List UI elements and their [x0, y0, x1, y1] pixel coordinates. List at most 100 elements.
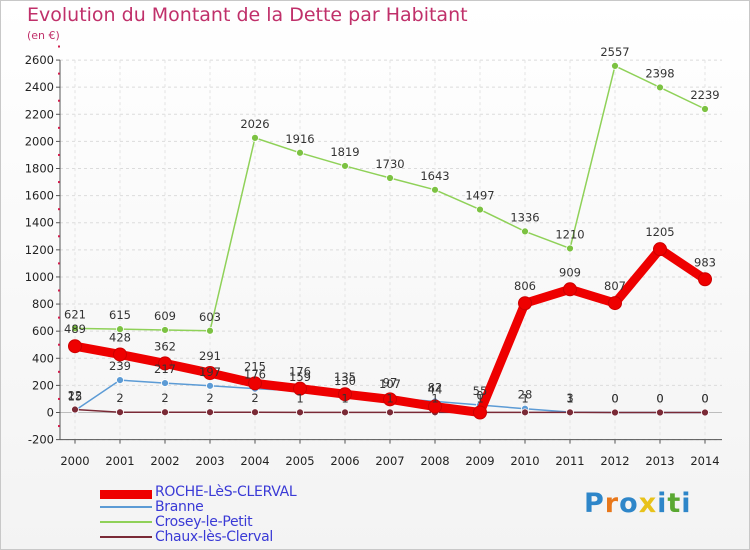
- data-label: 82: [428, 380, 443, 394]
- data-point-3: [386, 408, 394, 417]
- data-label: 197: [199, 365, 221, 379]
- data-point-2: [296, 148, 304, 157]
- y-tick-label: 0: [47, 406, 54, 420]
- chart-subtitle: (en €): [27, 29, 60, 42]
- legend-label-branne: Branne: [155, 499, 204, 515]
- x-tick-label: 2007: [375, 454, 404, 468]
- proxiti-logo: Proxiti: [584, 488, 692, 519]
- data-point-0: [293, 381, 307, 396]
- x-tick-label: 2008: [420, 454, 449, 468]
- data-point-3: [251, 408, 259, 417]
- y-minor-tick: [58, 262, 60, 265]
- data-label: 176: [244, 368, 266, 382]
- legend-swatch-crosey: [100, 521, 152, 523]
- data-label: 130: [334, 374, 356, 388]
- logo-letter: P: [584, 488, 605, 519]
- data-label: 1210: [555, 227, 584, 241]
- data-label: 2: [161, 391, 168, 405]
- series-lines: [68, 61, 712, 420]
- y-tick-label: 1800: [25, 162, 54, 176]
- data-label: 1497: [465, 189, 494, 203]
- data-label: 1643: [420, 169, 449, 183]
- data-label: 0: [611, 392, 618, 406]
- data-point-0: [68, 339, 82, 354]
- y-tick-label: 400: [32, 351, 54, 365]
- y-tick-label: 800: [32, 297, 54, 311]
- x-tick-label: 2014: [690, 454, 719, 468]
- y-minor-tick: [58, 425, 60, 428]
- legend-label-chaux: Chaux-lès-Clerval: [155, 529, 273, 545]
- x-tick-label: 2012: [600, 454, 629, 468]
- data-label: 1916: [285, 132, 314, 146]
- data-point-2: [386, 174, 394, 182]
- x-tick-label: 2006: [330, 454, 359, 468]
- data-point-3: [341, 408, 349, 417]
- data-point-0: [203, 366, 217, 381]
- data-label: 1: [566, 391, 573, 405]
- data-point-3: [71, 405, 79, 414]
- data-point-0: [338, 387, 352, 402]
- data-point-2: [701, 105, 709, 113]
- y-tick-label: 1400: [25, 216, 54, 230]
- data-label: 1: [476, 391, 483, 405]
- data-point-2: [161, 326, 169, 334]
- y-tick-label: 2400: [25, 80, 54, 94]
- data-label: 1: [296, 391, 303, 405]
- legend-swatch-branne: [100, 506, 152, 508]
- y-minor-tick: [58, 289, 60, 292]
- data-label: 0: [656, 392, 663, 406]
- data-point-0: [428, 399, 442, 414]
- y-minor-tick: [58, 99, 60, 102]
- data-label: 1819: [330, 145, 359, 159]
- data-label: 15: [68, 389, 83, 403]
- data-label: 603: [199, 310, 221, 324]
- data-point-2: [656, 83, 664, 92]
- data-point-2: [71, 324, 79, 333]
- data-point-3: [206, 408, 214, 417]
- legend-swatch-chaux: [100, 536, 152, 538]
- data-point-2: [206, 326, 214, 335]
- legend-label-crosey: Crosey-le-Petit: [155, 514, 253, 530]
- data-label: 28: [518, 388, 533, 402]
- logo-letter: t: [667, 488, 682, 519]
- axes: -200020040060080010001200140016001800200…: [25, 45, 722, 468]
- data-label: 22: [68, 389, 83, 403]
- data-label: 2239: [690, 88, 719, 102]
- data-label: 217: [154, 362, 176, 376]
- y-minor-tick: [58, 235, 60, 238]
- data-point-2: [251, 133, 259, 142]
- data-point-3: [611, 408, 619, 417]
- data-label: 176: [289, 365, 311, 379]
- data-point-0: [653, 242, 667, 257]
- data-label: 135: [334, 370, 356, 384]
- data-label: 909: [559, 265, 581, 279]
- data-label: 55: [473, 384, 488, 398]
- data-label: 609: [154, 309, 176, 323]
- x-tick-label: 2011: [555, 454, 584, 468]
- data-point-0: [248, 376, 262, 391]
- data-label: 621: [64, 307, 86, 321]
- legend-label-roche: ROCHE-LèS-CLERVAL: [155, 484, 297, 500]
- x-tick-label: 2005: [285, 454, 314, 468]
- data-label: 1: [341, 391, 348, 405]
- y-tick-label: 2000: [25, 134, 54, 148]
- data-point-3: [521, 408, 529, 417]
- y-minor-tick: [58, 370, 60, 373]
- y-minor-tick: [58, 126, 60, 129]
- data-label: 2026: [240, 117, 269, 131]
- data-point-3: [566, 408, 574, 417]
- data-label: 807: [604, 279, 626, 293]
- legend-swatch-roche: [100, 490, 152, 499]
- x-tick-label: 2013: [645, 454, 674, 468]
- data-label: 1730: [375, 157, 404, 171]
- data-point-1: [116, 376, 124, 385]
- x-tick-label: 2009: [465, 454, 494, 468]
- data-label: 2: [206, 391, 213, 405]
- data-point-3: [161, 408, 169, 417]
- data-label: 1: [521, 391, 528, 405]
- data-label: 615: [109, 308, 131, 322]
- y-tick-label: 1200: [25, 243, 54, 257]
- data-point-0: [518, 296, 532, 311]
- data-point-3: [656, 408, 664, 417]
